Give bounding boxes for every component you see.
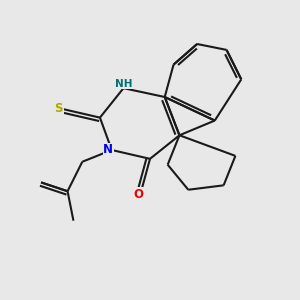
Text: O: O [133, 188, 143, 201]
Text: NH: NH [115, 79, 132, 89]
Text: S: S [55, 102, 63, 115]
Text: N: N [103, 143, 113, 157]
